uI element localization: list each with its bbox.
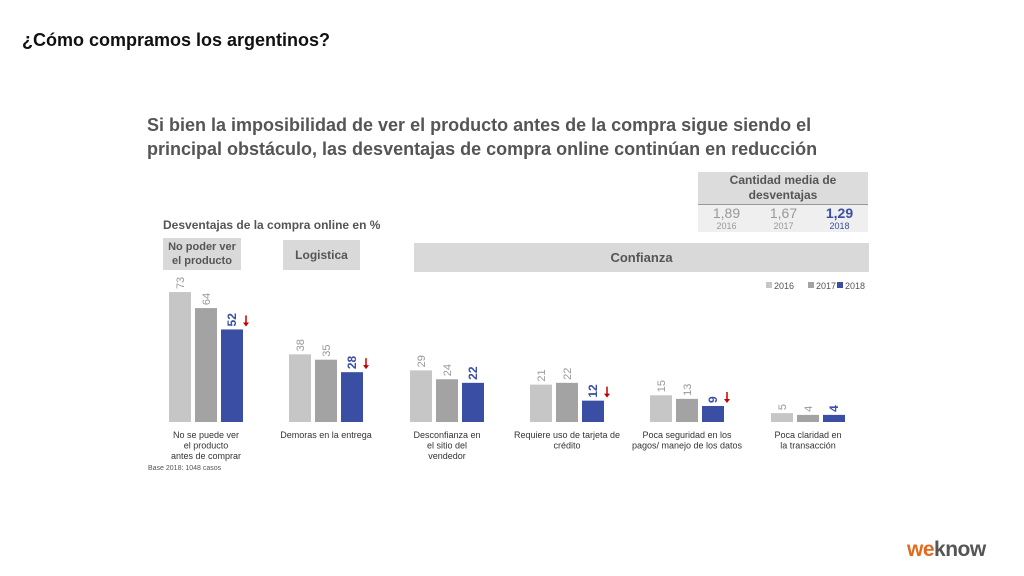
data-label-2016: 5 [777,404,789,410]
category-label: No se puede ver [173,430,239,440]
category-label: antes de comprar [171,451,241,461]
legend-swatch-2017 [808,282,814,288]
data-label-2016: 29 [416,355,428,367]
data-label-2017: 22 [562,368,574,380]
category-label: Demoras en la entrega [280,430,372,440]
data-label-2017: 4 [803,406,815,412]
data-label-2017: 24 [442,364,454,376]
down-arrow-icon [724,398,730,403]
bar-2017 [676,398,698,422]
bar-2017 [436,379,458,422]
legend-swatch-2016 [766,282,772,288]
average-2017: 1,67 2017 [755,205,812,231]
bar-2017 [195,308,217,422]
legend-label-2017: 2017 [816,281,836,291]
bar-2017 [315,359,337,422]
average-year: 2018 [829,221,850,231]
weknow-logo: weknow [907,538,986,562]
bar-2016 [289,354,311,422]
category-label: la transacción [780,441,836,451]
data-label-2016: 21 [536,369,548,381]
data-label-2017: 64 [201,293,213,305]
legend-swatch-2018 [837,282,843,288]
bar-2018 [341,372,363,422]
bar-2017 [556,382,578,422]
category-label: el sitio del [427,441,467,451]
category-label: crédito [553,441,580,451]
category-label: Poca seguridad en los [642,430,732,440]
average-2018: 1,29 2018 [811,205,868,231]
data-label-2016: 15 [656,380,668,392]
average-box-divider [698,204,868,205]
data-label-2017: 13 [682,384,694,396]
down-arrow-icon [243,322,249,327]
down-arrow-icon [363,365,369,370]
bar-2018 [823,414,845,422]
group-label-no-poder-ver: No poder ver el producto [163,238,241,270]
data-label-2018: 22 [466,366,480,380]
chart-title: Desventajas de la compra online en % [163,218,381,232]
category-label: pagos/ manejo de los datos [632,441,743,451]
bar-2016 [169,292,191,422]
bar-2017 [797,414,819,422]
average-year: 2016 [716,221,737,231]
average-value: 1,29 [825,205,854,221]
category-label: Requiere uso de tarjeta de [514,430,620,440]
category-label: vendedor [428,451,466,461]
bar-2018 [462,382,484,422]
category-label: el producto [184,441,229,451]
data-label-2018: 9 [706,396,720,403]
category-label: Poca claridad en [774,430,841,440]
data-label-2017: 35 [321,344,333,356]
logo-we: we [907,538,935,561]
bar-2018 [702,405,724,422]
category-label: Desconfianza en [413,430,480,440]
data-label-2018: 52 [225,313,239,327]
data-label-2016: 73 [175,277,187,289]
data-label-2016: 38 [295,339,307,351]
legend-label-2016: 2016 [774,281,794,291]
bar-2016 [410,370,432,422]
bar-2016 [530,384,552,422]
average-value: 1,89 [712,205,741,221]
group-label-confianza: Confianza [414,243,869,272]
bar-2018 [221,329,243,422]
down-arrow-icon [604,393,610,398]
headline: Si bien la imposibilidad de ver el produ… [147,115,818,159]
page-title: ¿Cómo compramos los argentinos? [22,30,331,50]
group-label-logistica: Logistica [283,240,360,270]
average-year: 2017 [773,221,794,231]
legend-label-2018: 2018 [845,281,865,291]
bar-2016 [771,413,793,422]
data-label-2018: 4 [827,405,841,412]
average-box-header: Cantidad media de desventajas [698,172,868,204]
base-note: Base 2018: 1048 casos [148,465,222,472]
bar-2018 [582,400,604,422]
bar-2016 [650,395,672,422]
average-value: 1,67 [769,205,798,221]
data-label-2018: 12 [586,384,600,398]
logo-know: know [934,538,986,561]
average-2016: 1,89 2016 [698,205,755,231]
data-label-2018: 28 [345,355,359,369]
average-disadvantages-box: Cantidad media de desventajas 1,89 2016 … [698,172,868,232]
